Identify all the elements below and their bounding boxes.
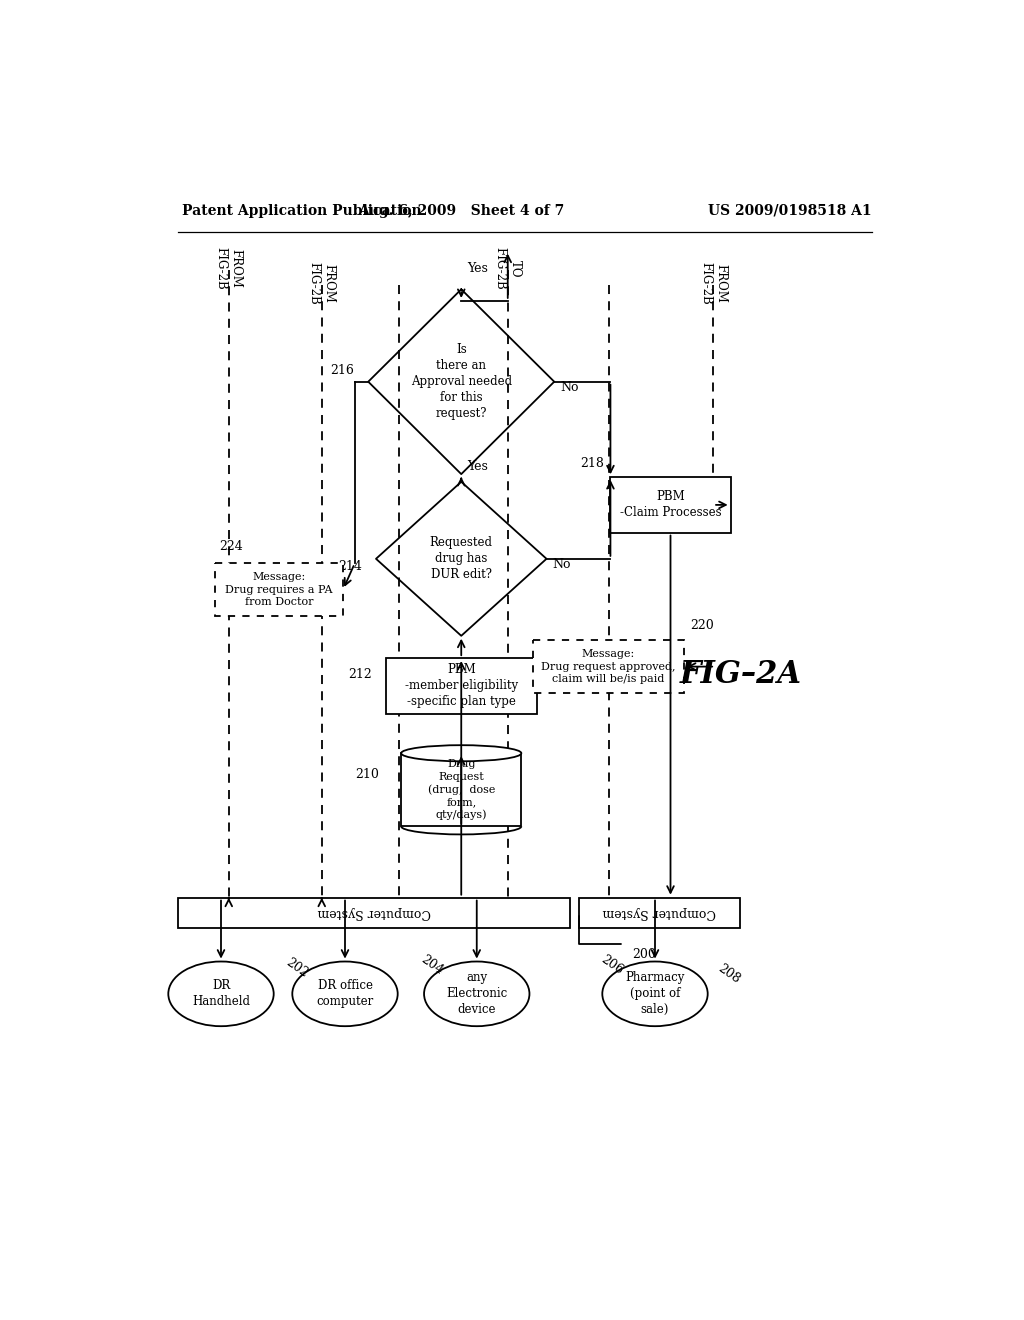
Text: Is
there an
Approval needed
for this
request?: Is there an Approval needed for this req…: [411, 343, 512, 420]
Text: 224: 224: [219, 540, 243, 553]
Text: Computer System: Computer System: [317, 907, 431, 920]
Text: No: No: [553, 558, 571, 572]
Text: Message:
Drug requires a PA
from Doctor: Message: Drug requires a PA from Doctor: [225, 572, 333, 607]
Text: No: No: [560, 381, 579, 395]
Text: Message:
Drug request approved,
claim will be/is paid: Message: Drug request approved, claim wi…: [542, 649, 676, 684]
Ellipse shape: [602, 961, 708, 1026]
Text: Drug
Request
(drug,  dose
form,
qty/days): Drug Request (drug, dose form, qty/days): [428, 759, 495, 820]
Text: DR office
computer: DR office computer: [316, 979, 374, 1008]
Text: Computer System: Computer System: [603, 907, 717, 920]
Ellipse shape: [168, 961, 273, 1026]
Text: 212: 212: [348, 668, 372, 681]
Ellipse shape: [292, 961, 397, 1026]
Bar: [386, 659, 537, 714]
Text: US 2009/0198518 A1: US 2009/0198518 A1: [709, 203, 872, 218]
Text: 218: 218: [581, 457, 604, 470]
Ellipse shape: [424, 961, 529, 1026]
Text: TO
FIG-2B: TO FIG-2B: [494, 247, 522, 289]
Polygon shape: [369, 289, 554, 474]
Text: 206: 206: [598, 953, 626, 977]
Text: 210: 210: [355, 768, 380, 781]
Text: FROM
FIG-2B: FROM FIG-2B: [699, 263, 727, 305]
Text: Patent Application Publication: Patent Application Publication: [182, 203, 422, 218]
Text: Yes: Yes: [467, 459, 488, 473]
Text: 216: 216: [331, 363, 354, 376]
Text: 204: 204: [419, 953, 445, 977]
Text: Yes: Yes: [467, 263, 488, 276]
Polygon shape: [376, 482, 547, 636]
Text: PBM
-Claim Processes: PBM -Claim Processes: [620, 491, 721, 519]
Text: PBM
-member eligibility
-specific plan type: PBM -member eligibility -specific plan t…: [404, 664, 518, 709]
Text: 220: 220: [690, 619, 714, 632]
Text: 200: 200: [632, 948, 655, 961]
Text: Requested
drug has
DUR edit?: Requested drug has DUR edit?: [430, 536, 493, 581]
Text: FIG–2A: FIG–2A: [679, 659, 801, 690]
Text: 214: 214: [338, 560, 362, 573]
Text: Aug. 6, 2009   Sheet 4 of 7: Aug. 6, 2009 Sheet 4 of 7: [358, 203, 564, 218]
Text: DR
Handheld: DR Handheld: [193, 979, 250, 1008]
Bar: [579, 898, 740, 928]
Bar: [532, 640, 684, 693]
Text: Pharmacy
(point of
sale): Pharmacy (point of sale): [626, 972, 685, 1016]
Ellipse shape: [401, 746, 521, 762]
Bar: [610, 478, 730, 532]
Bar: [401, 754, 521, 826]
Text: 208: 208: [716, 962, 742, 986]
Bar: [215, 564, 343, 615]
Text: FROM
FIG-2B: FROM FIG-2B: [308, 263, 336, 305]
Text: FROM
FIG-2B: FROM FIG-2B: [215, 247, 243, 289]
Bar: [178, 898, 569, 928]
Text: any
Electronic
device: any Electronic device: [446, 972, 507, 1016]
Text: 202: 202: [283, 956, 310, 979]
